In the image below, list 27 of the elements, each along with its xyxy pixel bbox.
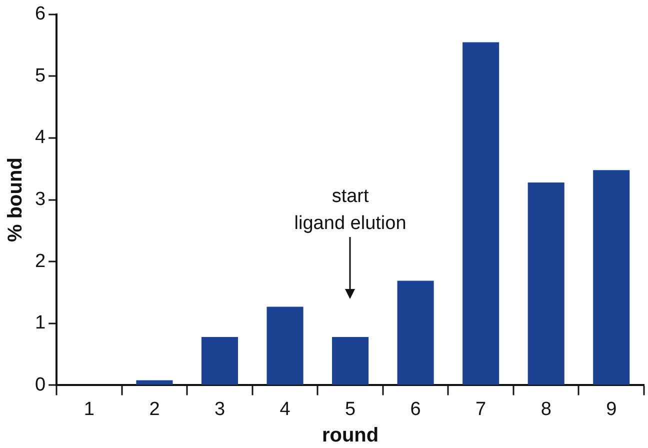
- bar: [528, 182, 564, 385]
- y-tick-label: 3: [34, 189, 46, 210]
- x-tick-label: 3: [214, 398, 226, 420]
- y-tick-label: 6: [34, 4, 46, 25]
- y-tick-label: 0: [34, 374, 46, 396]
- x-tick-label: 5: [344, 398, 356, 420]
- x-tick-label: 9: [606, 398, 617, 420]
- x-tick-label: 4: [280, 398, 291, 420]
- y-axis-title: % bound: [4, 158, 27, 242]
- bar: [593, 170, 630, 385]
- x-tick-label: 7: [476, 398, 486, 420]
- y-tick-label: 4: [34, 127, 46, 148]
- x-tick-label: 2: [149, 398, 160, 420]
- x-tick-label: 6: [410, 398, 421, 420]
- bar: [332, 336, 369, 385]
- bar: [462, 42, 500, 385]
- x-axis-title: round: [322, 424, 379, 447]
- y-tick-label: 5: [34, 65, 46, 86]
- x-tick-label: 1: [84, 398, 94, 420]
- bar: [266, 306, 304, 385]
- bar: [136, 380, 173, 385]
- y-tick-label: 1: [34, 312, 46, 334]
- bar: [397, 280, 434, 385]
- y-tick-label: 2: [34, 250, 46, 272]
- annotation: start ligand elution: [294, 186, 406, 234]
- bar: [201, 336, 238, 385]
- x-tick-label: 8: [540, 398, 552, 420]
